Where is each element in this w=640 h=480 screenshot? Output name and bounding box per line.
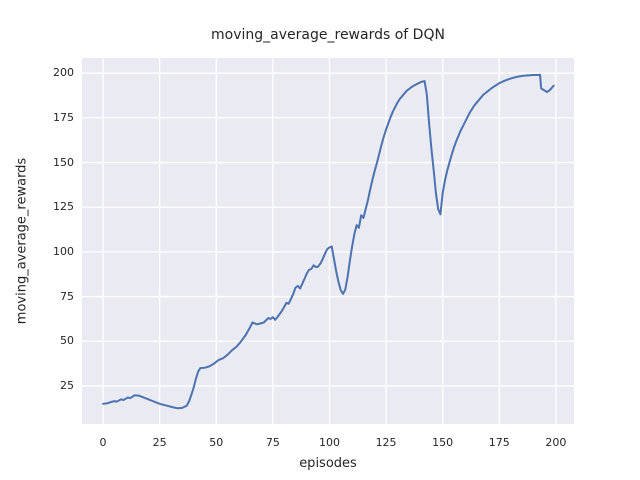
y-tick-label: 125 bbox=[53, 200, 74, 214]
x-tick-label: 50 bbox=[209, 436, 224, 449]
chart-title: moving_average_rewards of DQN bbox=[211, 27, 445, 43]
x-tick-label: 100 bbox=[318, 436, 340, 449]
y-tick-label: 25 bbox=[60, 378, 74, 392]
x-tick-label: 150 bbox=[432, 436, 454, 449]
y-tick-label: 75 bbox=[60, 289, 74, 303]
y-tick-label: 150 bbox=[53, 155, 74, 169]
x-tick-label: 125 bbox=[375, 436, 397, 449]
y-tick-label: 50 bbox=[60, 334, 74, 348]
x-tick-label: 175 bbox=[488, 436, 510, 449]
x-tick-label: 200 bbox=[545, 436, 567, 449]
x-tick-label: 0 bbox=[99, 436, 107, 449]
reward-line bbox=[102, 73, 555, 410]
plot-area bbox=[82, 58, 574, 424]
x-tick-label: 25 bbox=[152, 436, 167, 449]
y-tick-label: 100 bbox=[53, 244, 74, 258]
y-tick-label: 175 bbox=[53, 110, 74, 124]
x-tick-label: 75 bbox=[265, 436, 280, 449]
x-axis-label: episodes bbox=[299, 456, 357, 471]
line-chart-svg bbox=[82, 58, 574, 424]
y-tick-label: 200 bbox=[53, 66, 74, 80]
